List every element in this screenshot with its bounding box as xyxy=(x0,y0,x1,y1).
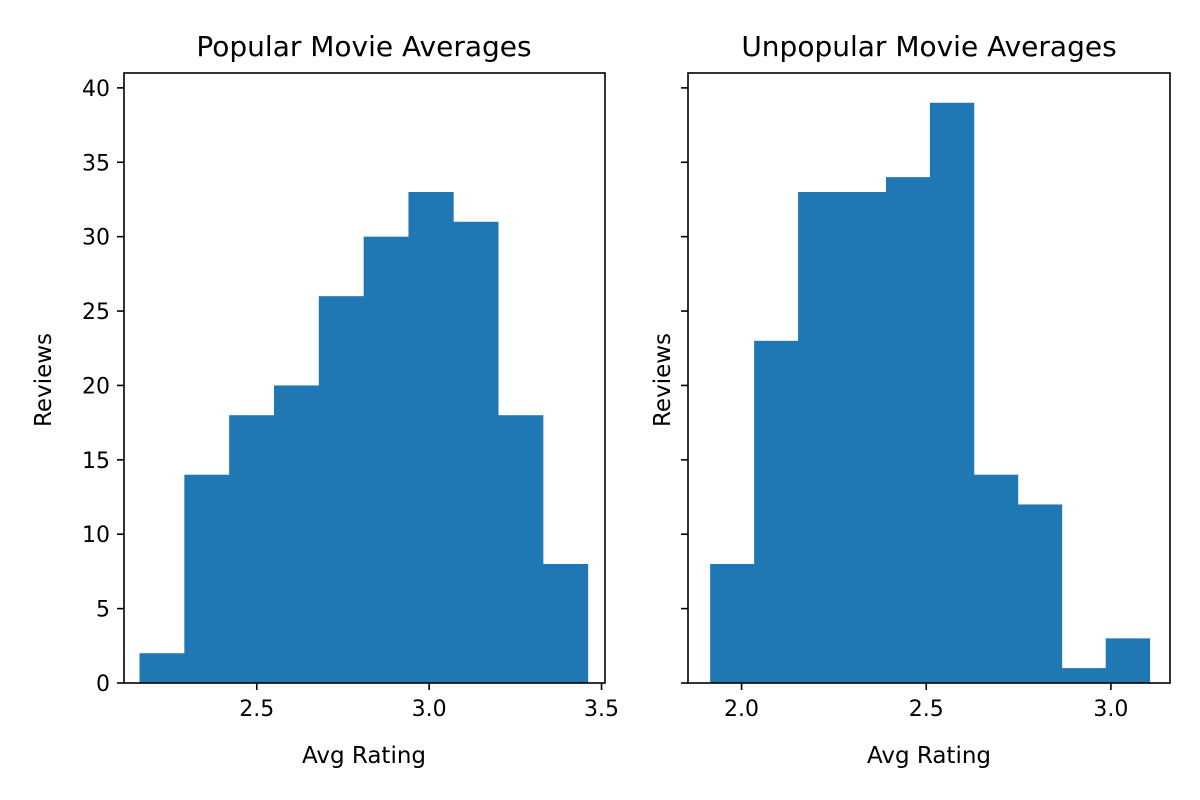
popular-x-axis-label: Avg Rating xyxy=(302,743,426,769)
unpopular-y-axis-label: Reviews xyxy=(650,333,676,427)
popular-chart: Popular Movie Averages 2.5 3.0 3.5 0 5 10 15 2… xyxy=(31,30,619,769)
unpopular-x-axis: 2.0 2.5 3.0 xyxy=(724,683,1128,722)
unpopular-bar xyxy=(798,192,843,683)
unpopular-bar xyxy=(973,474,1019,683)
popular-y-tick-label: 25 xyxy=(82,300,110,325)
unpopular-chart: Unpopular Movie Averages 2.0 2.5 3.0 Avg R… xyxy=(650,30,1171,769)
unpopular-plot-frame xyxy=(687,72,1171,684)
popular-bar xyxy=(498,415,544,683)
popular-y-tick-label: 10 xyxy=(82,523,110,548)
popular-y-tick-label: 35 xyxy=(82,151,110,176)
unpopular-chart-title: Unpopular Movie Averages xyxy=(741,30,1116,63)
popular-y-tick-label: 20 xyxy=(82,374,110,399)
popular-bar xyxy=(318,296,365,683)
unpopular-y-axis xyxy=(681,87,688,684)
popular-plot-frame xyxy=(123,72,606,684)
unpopular-bar xyxy=(1017,504,1063,683)
popular-y-axis-label: Reviews xyxy=(31,333,57,427)
unpopular-x-tick-label: 3.0 xyxy=(1093,697,1128,722)
popular-y-tick-label: 0 xyxy=(96,672,110,697)
unpopular-bar xyxy=(929,102,975,683)
unpopular-bars xyxy=(710,102,1151,683)
popular-x-tick-label: 3.5 xyxy=(584,697,619,722)
popular-bar xyxy=(408,192,454,683)
popular-x-axis: 2.5 3.0 3.5 xyxy=(239,683,619,722)
popular-y-tick-label: 5 xyxy=(96,598,110,623)
popular-bar xyxy=(453,221,499,683)
unpopular-bar xyxy=(885,177,931,683)
unpopular-bar xyxy=(710,563,755,683)
popular-bars xyxy=(139,192,589,683)
unpopular-x-axis-label: Avg Rating xyxy=(867,743,991,769)
popular-bar xyxy=(363,236,409,683)
popular-y-tick-label: 40 xyxy=(82,77,110,102)
popular-bar xyxy=(229,415,275,683)
unpopular-bar xyxy=(1105,638,1151,683)
popular-bar xyxy=(542,563,589,683)
popular-y-tick-label: 15 xyxy=(82,449,110,474)
unpopular-bar xyxy=(754,340,799,683)
popular-chart-title: Popular Movie Averages xyxy=(196,30,531,63)
popular-y-tick-label: 30 xyxy=(82,226,110,251)
popular-x-tick-label: 2.5 xyxy=(239,697,274,722)
popular-bar xyxy=(273,385,320,683)
popular-y-axis: 0 5 10 15 20 25 30 35 40 xyxy=(82,77,124,697)
unpopular-bar xyxy=(1061,668,1107,683)
popular-x-tick-label: 3.0 xyxy=(412,697,447,722)
popular-bar xyxy=(184,474,230,683)
unpopular-x-tick-label: 2.0 xyxy=(724,697,759,722)
unpopular-x-tick-label: 2.5 xyxy=(909,697,944,722)
unpopular-bar xyxy=(842,192,887,683)
popular-bar xyxy=(139,653,185,683)
